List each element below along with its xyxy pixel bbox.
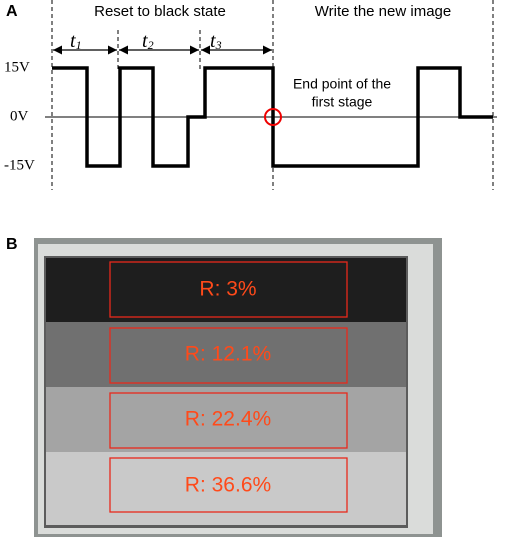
end-marker: [264, 108, 282, 126]
region-dark-gray: [46, 322, 406, 387]
annotation: first stage: [312, 94, 373, 110]
region-black: [46, 258, 406, 322]
waveform: [52, 66, 493, 168]
level-label: -15V: [4, 157, 35, 173]
level-label: 0V: [10, 108, 29, 124]
panel-label: B: [6, 236, 18, 253]
interval-label: t3: [210, 30, 222, 52]
reflectance-label: R: 12.1%: [185, 343, 271, 366]
reflectance-label: R: 36.6%: [185, 474, 271, 497]
region-boxes: [109, 261, 348, 513]
phase-label: Reset to black state: [94, 3, 226, 20]
panel-label: A: [6, 3, 18, 20]
interval-label: t1: [70, 30, 82, 52]
phase-label: Write the new image: [315, 3, 451, 20]
annotation: End point of the: [293, 76, 391, 92]
level-label: 15V: [4, 59, 30, 75]
reflectance-label: R: 3%: [199, 278, 256, 301]
region-gray: [46, 387, 406, 452]
interval-label: t2: [142, 30, 154, 52]
reflectance-label: R: 22.4%: [185, 408, 271, 431]
region-light-gray: [46, 452, 406, 525]
